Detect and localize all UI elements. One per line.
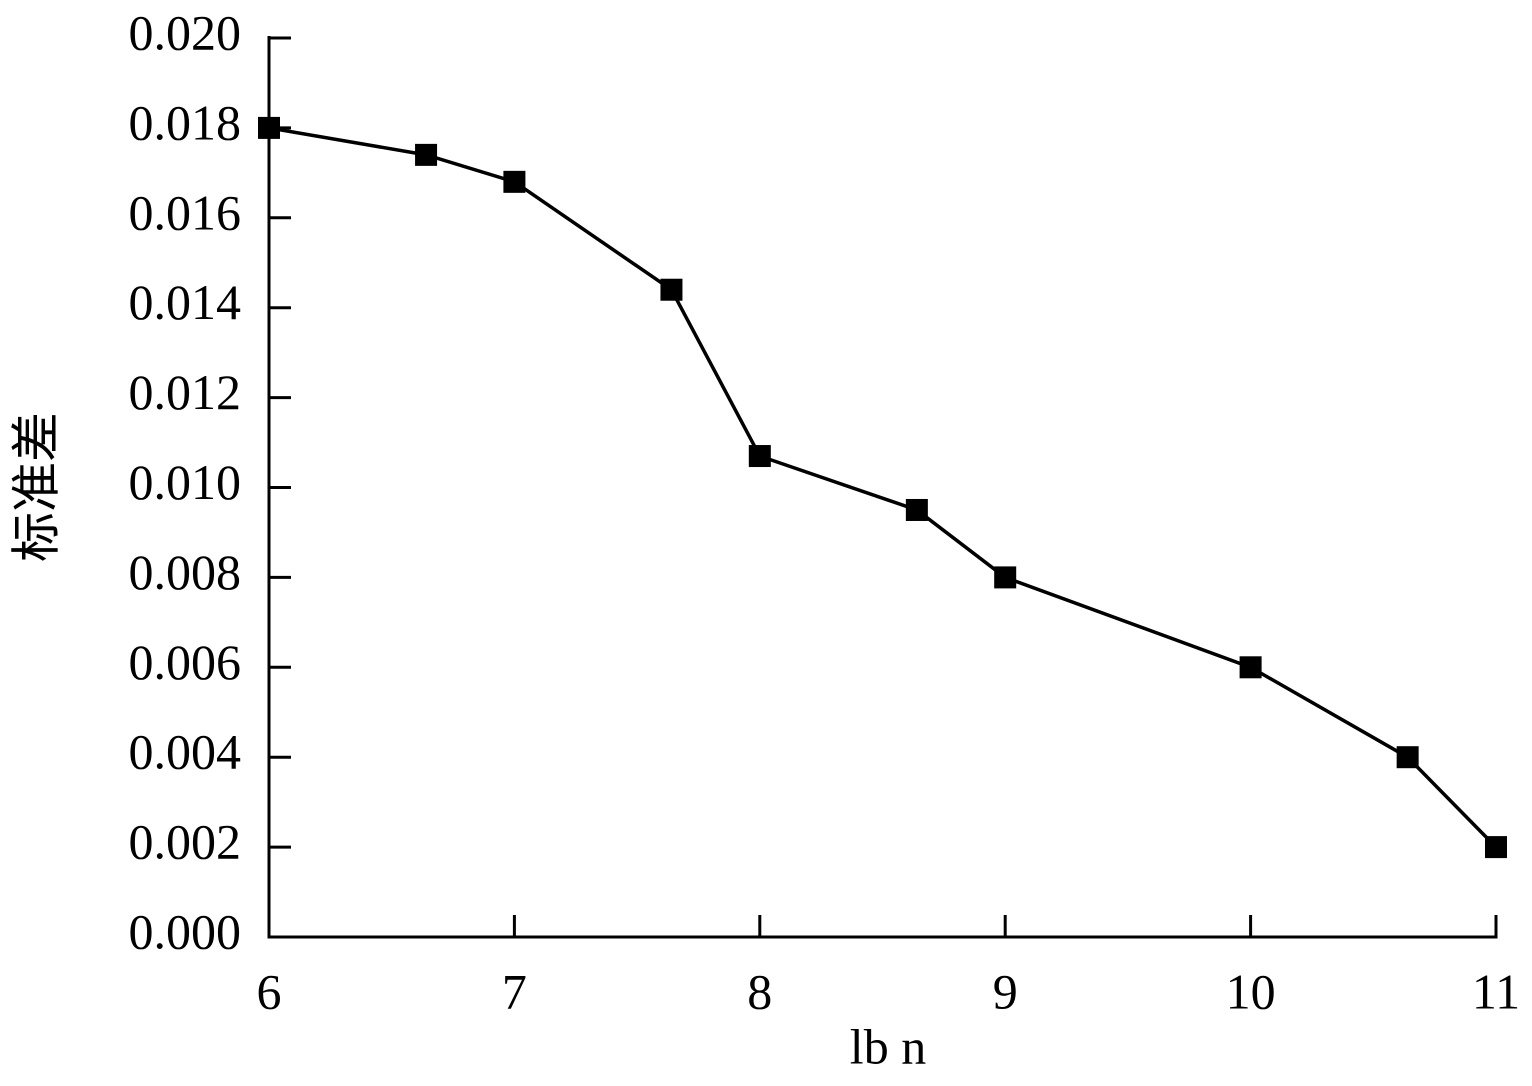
marker — [503, 170, 526, 193]
y-axis-label: 标准差 — [8, 412, 64, 562]
x-tick-label: 10 — [1226, 963, 1276, 1019]
x-tick-label: 6 — [257, 963, 282, 1019]
marker — [1396, 746, 1419, 769]
x-tick-label: 9 — [993, 963, 1018, 1019]
marker — [1485, 836, 1507, 859]
x-tick-label: 8 — [747, 963, 772, 1019]
marker — [905, 498, 928, 521]
y-tick-label: 0.014 — [129, 274, 242, 330]
marker — [748, 445, 771, 468]
y-tick-label: 0.016 — [129, 184, 242, 240]
marker — [994, 566, 1017, 589]
x-tick-label: 7 — [502, 963, 527, 1019]
y-tick-label: 0.000 — [129, 903, 242, 959]
y-tick-label: 0.020 — [129, 4, 242, 60]
marker — [258, 116, 280, 139]
marker — [415, 143, 438, 166]
x-axis-label: lb n — [850, 1018, 926, 1074]
y-tick-label: 0.010 — [129, 454, 242, 510]
marker — [660, 278, 683, 301]
y-tick-label: 0.002 — [129, 814, 242, 870]
y-tick-label: 0.018 — [129, 94, 242, 150]
y-tick-label: 0.008 — [129, 544, 242, 600]
marker — [1239, 656, 1262, 679]
line — [268, 126, 1498, 849]
x-tick-label: 11 — [1472, 963, 1520, 1019]
y-tick-label: 0.004 — [129, 724, 242, 780]
y-tick-label: 0.012 — [129, 364, 242, 420]
y-tick-label: 0.006 — [129, 634, 242, 690]
